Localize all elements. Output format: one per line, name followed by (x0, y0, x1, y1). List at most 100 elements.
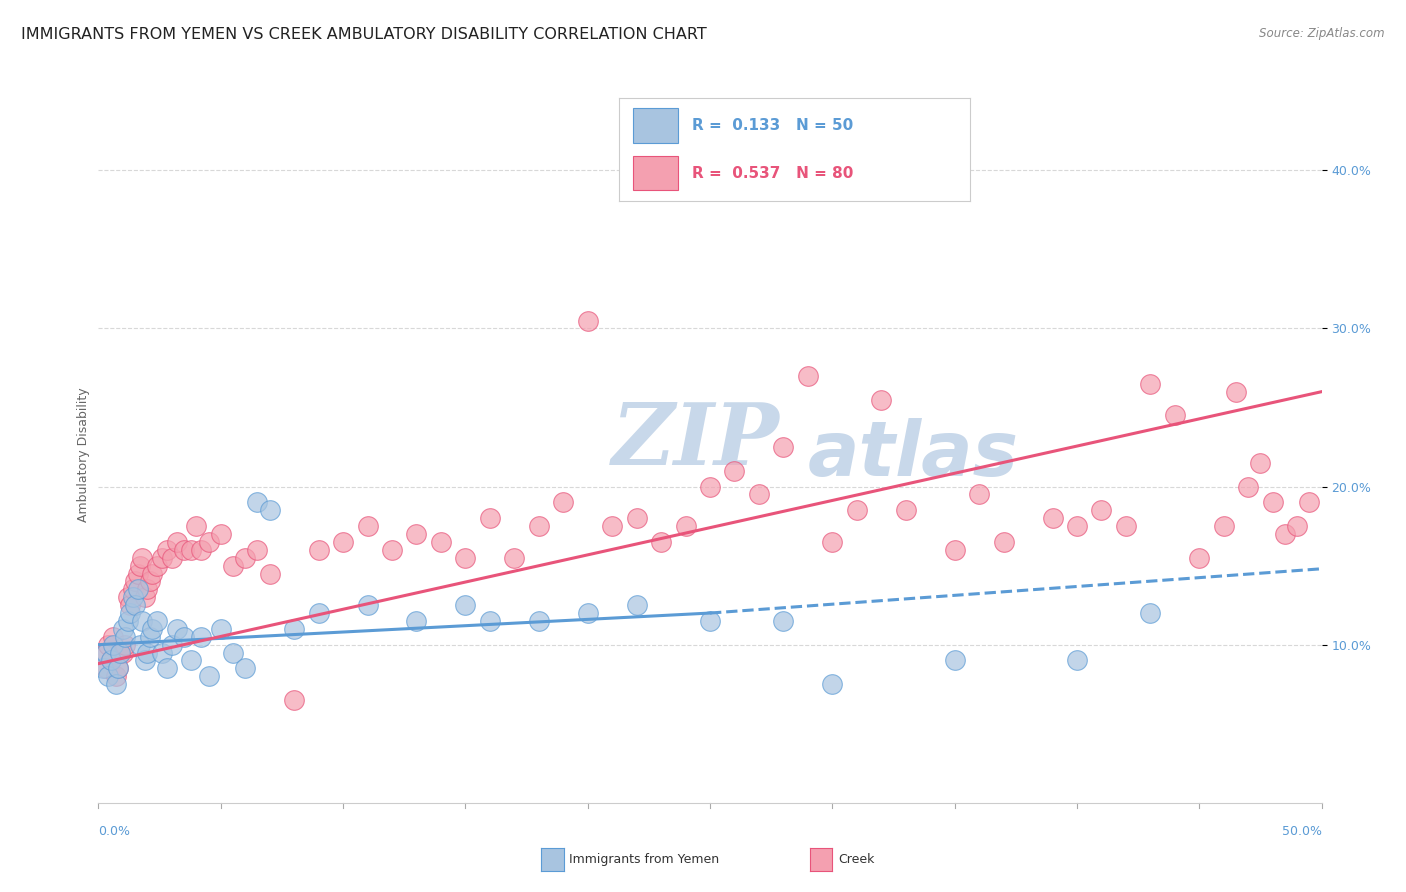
Point (308, 606, 330, 620)
Point (772, 440, 794, 454)
Point (114, 630, 136, 644)
Point (1274, 527, 1296, 541)
Point (120, 598, 142, 612)
Point (222, 646, 245, 660)
Point (127, 582, 149, 597)
Point (527, 519, 550, 533)
FancyBboxPatch shape (633, 155, 678, 190)
Point (197, 534, 219, 549)
Point (1249, 456, 1271, 470)
Point (180, 542, 202, 557)
Point (454, 598, 477, 612)
Point (503, 550, 526, 565)
Point (626, 598, 648, 612)
Point (723, 464, 745, 478)
Point (894, 503, 917, 517)
Y-axis label: Ambulatory Disability: Ambulatory Disability (77, 388, 90, 522)
Point (197, 669, 219, 683)
Point (160, 550, 183, 565)
Point (114, 638, 136, 652)
Point (870, 392, 893, 407)
Point (166, 534, 188, 549)
Point (259, 566, 281, 581)
Point (650, 534, 672, 549)
Point (308, 542, 330, 557)
Point (356, 598, 378, 612)
Point (91, 646, 114, 660)
Point (156, 542, 179, 557)
Point (131, 550, 153, 565)
Point (150, 646, 173, 660)
Point (943, 542, 966, 557)
Point (101, 630, 124, 644)
Point (136, 582, 159, 597)
Point (173, 542, 195, 557)
Point (134, 653, 156, 667)
Point (173, 630, 195, 644)
Point (180, 653, 202, 667)
Point (129, 638, 152, 652)
Point (127, 566, 149, 581)
Point (111, 646, 134, 660)
Point (121, 591, 143, 605)
Point (1225, 384, 1247, 399)
Point (797, 368, 820, 383)
FancyBboxPatch shape (633, 108, 678, 144)
Point (141, 622, 163, 636)
Point (131, 614, 153, 628)
Point (821, 677, 844, 691)
Point (626, 511, 648, 525)
Point (101, 638, 124, 652)
Point (283, 693, 305, 707)
Point (1261, 495, 1284, 509)
Point (222, 558, 245, 573)
Point (94, 661, 117, 675)
Point (259, 503, 281, 517)
Text: IMMIGRANTS FROM YEMEN VS CREEK AMBULATORY DISABILITY CORRELATION CHART: IMMIGRANTS FROM YEMEN VS CREEK AMBULATOR… (21, 27, 707, 42)
Point (283, 622, 305, 636)
Point (430, 534, 453, 549)
Point (576, 606, 599, 620)
Point (381, 542, 404, 557)
Point (141, 566, 163, 581)
Point (1298, 495, 1320, 509)
Point (748, 487, 770, 501)
Point (97, 669, 120, 683)
Point (943, 653, 966, 667)
Point (139, 630, 162, 644)
Point (190, 630, 212, 644)
Point (1188, 550, 1211, 565)
Point (190, 542, 212, 557)
Point (100, 653, 122, 667)
Point (111, 622, 134, 636)
Point (160, 638, 183, 652)
Point (209, 527, 232, 541)
Point (139, 574, 162, 589)
Point (233, 550, 256, 565)
Text: ZIP: ZIP (612, 400, 780, 483)
Point (1090, 503, 1112, 517)
Point (146, 558, 169, 573)
Point (150, 550, 173, 565)
Point (117, 591, 139, 605)
Point (107, 661, 129, 675)
Point (100, 653, 122, 667)
Point (246, 495, 269, 509)
Point (120, 606, 142, 620)
Point (405, 614, 427, 628)
Point (1237, 479, 1260, 493)
Point (97, 638, 120, 652)
Point (233, 661, 256, 675)
Point (110, 646, 132, 660)
Point (699, 614, 721, 628)
Point (129, 558, 152, 573)
Point (1042, 511, 1064, 525)
Point (104, 677, 127, 691)
Point (1066, 519, 1088, 533)
Point (156, 661, 179, 675)
Text: R =  0.537   N = 80: R = 0.537 N = 80 (692, 166, 853, 180)
Point (186, 519, 208, 533)
Text: Immigrants from Yemen: Immigrants from Yemen (569, 854, 720, 866)
Point (845, 503, 868, 517)
Point (600, 519, 623, 533)
